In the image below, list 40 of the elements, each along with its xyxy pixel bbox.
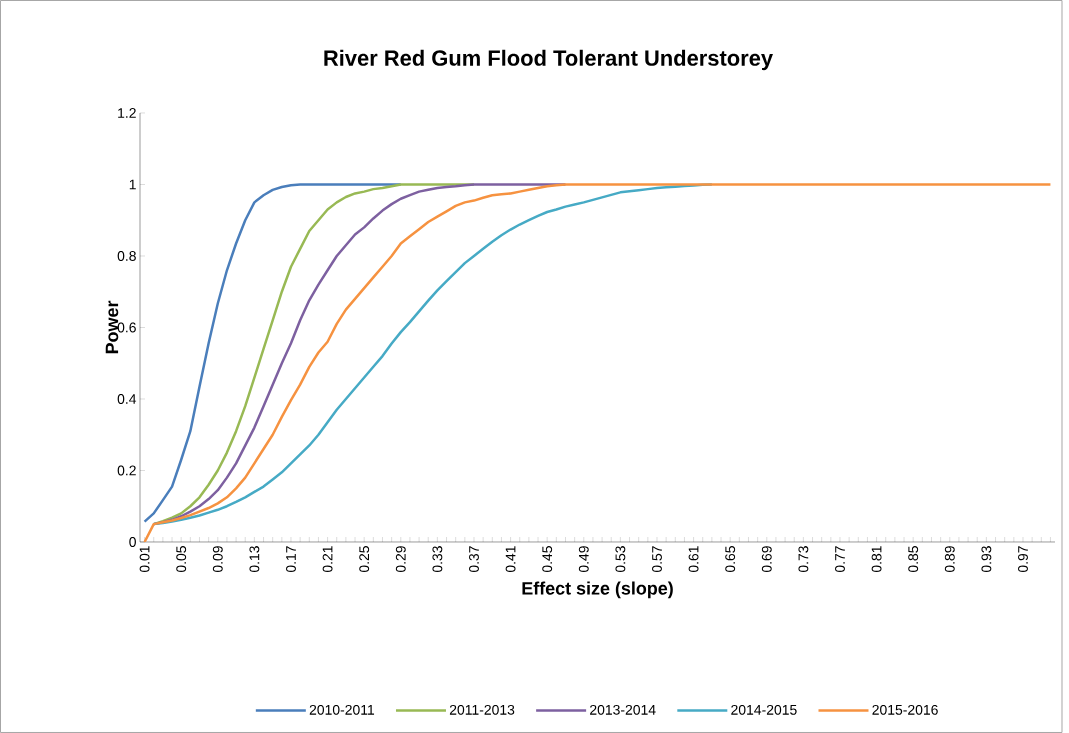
x-tick-label: 0.17 <box>286 546 296 573</box>
legend-label: 2015-2016 <box>872 704 938 715</box>
x-tick-label: 0.97 <box>1018 546 1028 573</box>
legend-label: 2011-2013 <box>449 704 515 715</box>
legend-label: 2014-2015 <box>731 704 797 715</box>
y-tick-label: 1.2 <box>118 108 136 118</box>
x-tick-label: 0.45 <box>542 546 553 573</box>
x-tick-label: 0.01 <box>139 546 150 573</box>
x-tick-label: 0.73 <box>798 546 809 573</box>
x-tick-label: 0.29 <box>395 546 406 573</box>
x-tick-label: 0.69 <box>761 546 772 573</box>
legend-label: 2013-2014 <box>590 704 656 715</box>
legend-label: 2010-2011 <box>309 704 375 715</box>
x-tick-label: 0.05 <box>176 546 187 573</box>
x-tick-label: 0.93 <box>981 546 992 573</box>
x-tick-label: 0.57 <box>652 546 662 573</box>
x-tick-label: 0.33 <box>432 546 443 573</box>
y-tick-label: 0 <box>129 537 136 547</box>
x-tick-label: 0.21 <box>322 546 333 573</box>
x-tick-label: 0.65 <box>725 546 736 573</box>
y-axis-title: Power <box>105 300 119 354</box>
x-tick-label: 0.37 <box>469 546 479 573</box>
x-tick-label: 0.53 <box>615 546 626 573</box>
x-tick-label: 0.25 <box>359 546 370 573</box>
y-tick-label: 0.4 <box>117 394 137 404</box>
x-tick-label: 0.41 <box>505 546 516 573</box>
x-tick-label: 0.61 <box>688 546 699 573</box>
y-tick-label: 0.8 <box>117 251 136 261</box>
y-tick-label: 1 <box>129 179 136 190</box>
x-tick-label: 0.09 <box>212 546 223 573</box>
x-tick-label: 0.85 <box>908 546 919 573</box>
y-tick-label: 0.2 <box>117 465 136 476</box>
x-axis-title: Effect size (slope) <box>522 581 673 599</box>
x-tick-label: 0.49 <box>578 546 589 573</box>
x-tick-label: 0.81 <box>871 546 882 573</box>
x-tick-label: 0.77 <box>835 546 845 573</box>
chart-title: River Red Gum Flood Tolerant Understorey <box>324 49 773 71</box>
y-tick-label: 0.6 <box>117 322 136 333</box>
x-tick-label: 0.89 <box>944 546 955 573</box>
x-tick-label: 0.13 <box>249 546 260 573</box>
